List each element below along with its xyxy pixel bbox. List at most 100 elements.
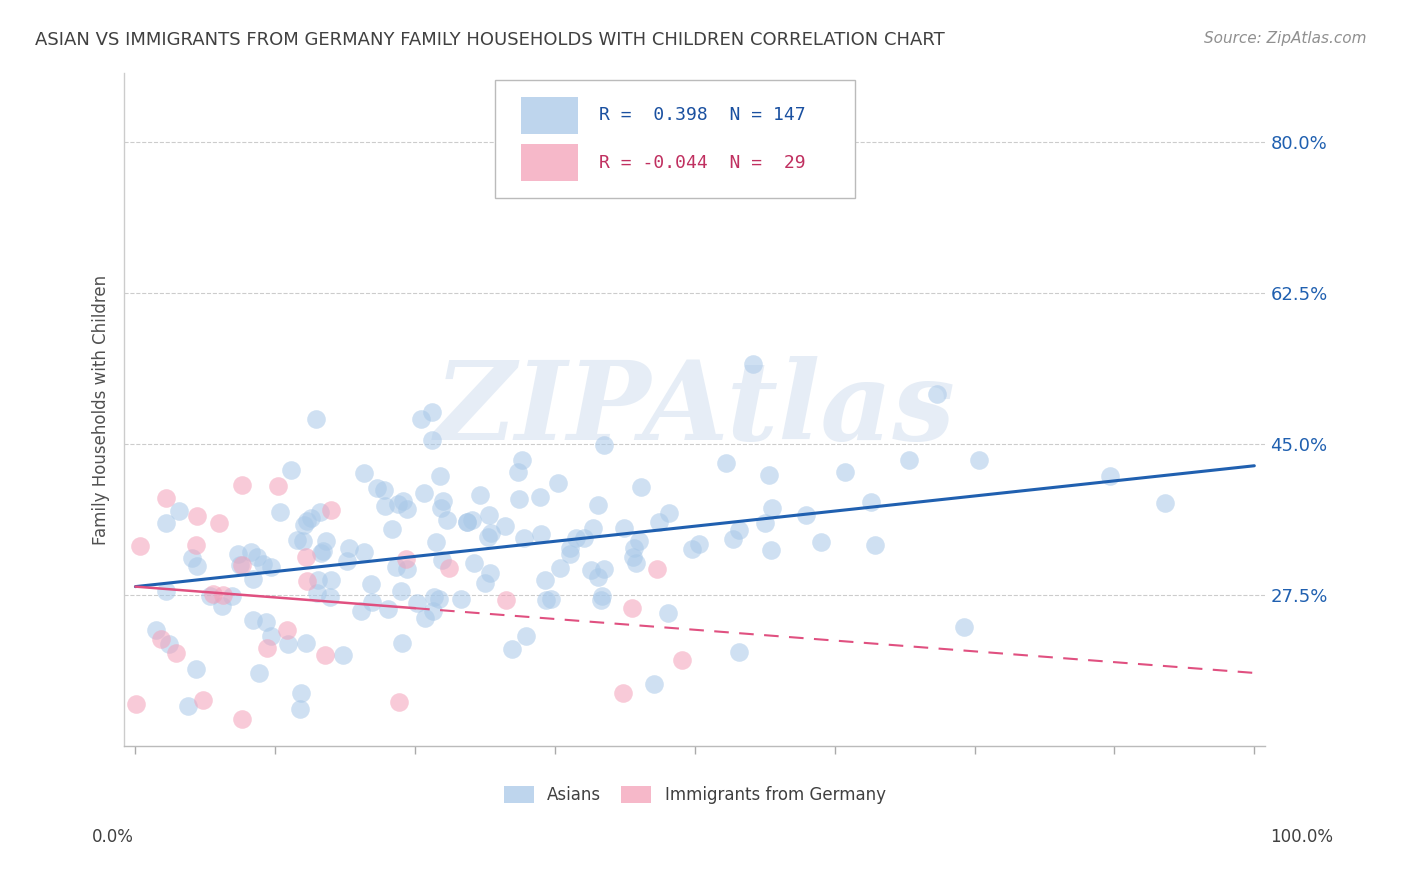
Point	[510, 453, 533, 467]
Text: R =  0.398  N = 147: R = 0.398 N = 147	[599, 106, 806, 124]
Point	[478, 508, 501, 523]
Point	[211, 588, 233, 602]
Point	[159, 637, 181, 651]
Point	[374, 500, 396, 514]
Point	[1098, 469, 1121, 483]
Point	[624, 556, 647, 570]
Point	[208, 516, 231, 531]
Point	[630, 480, 652, 494]
Text: 100.0%: 100.0%	[1270, 828, 1333, 846]
Point	[252, 557, 274, 571]
Point	[593, 562, 616, 576]
Point	[534, 574, 557, 588]
Legend: Asians, Immigrants from Germany: Asians, Immigrants from Germany	[499, 780, 891, 809]
Point	[588, 498, 610, 512]
Point	[221, 589, 243, 603]
Point	[628, 534, 651, 549]
Text: Source: ZipAtlas.com: Source: ZipAtlas.com	[1204, 31, 1367, 46]
Point	[155, 516, 177, 530]
Point	[353, 545, 375, 559]
Point	[477, 530, 499, 544]
Point	[366, 481, 388, 495]
Point	[558, 547, 581, 561]
Point	[392, 494, 415, 508]
Point	[645, 562, 668, 576]
Point	[513, 531, 536, 545]
Point	[319, 590, 342, 604]
Point	[388, 695, 411, 709]
Point	[534, 593, 557, 607]
Point	[295, 574, 318, 589]
Point	[167, 503, 190, 517]
Point	[515, 629, 537, 643]
Point	[754, 516, 776, 531]
Point	[336, 554, 359, 568]
Point	[671, 653, 693, 667]
Point	[495, 593, 517, 607]
Point	[240, 544, 263, 558]
Point	[381, 522, 404, 536]
Point	[198, 590, 221, 604]
Point	[494, 519, 516, 533]
Point	[621, 600, 644, 615]
Point	[413, 611, 436, 625]
Point	[125, 697, 148, 711]
Point	[280, 463, 302, 477]
Point	[479, 566, 502, 581]
Point	[226, 547, 249, 561]
Point	[623, 549, 645, 564]
Point	[758, 468, 780, 483]
Point	[276, 623, 298, 637]
Point	[290, 685, 312, 699]
Point	[186, 662, 208, 676]
Point	[925, 387, 948, 401]
Point	[229, 558, 252, 573]
Point	[155, 491, 177, 505]
Point	[406, 596, 429, 610]
Point	[456, 515, 478, 529]
Point	[810, 535, 832, 549]
Point	[591, 589, 613, 603]
Point	[529, 490, 551, 504]
Point	[377, 602, 399, 616]
Point	[643, 677, 665, 691]
Point	[470, 488, 492, 502]
Point	[420, 433, 443, 447]
Point	[430, 553, 453, 567]
Point	[657, 607, 679, 621]
Point	[759, 542, 782, 557]
Point	[155, 583, 177, 598]
Point	[299, 510, 322, 524]
Point	[409, 412, 432, 426]
Point	[332, 648, 354, 662]
Point	[297, 514, 319, 528]
Point	[863, 538, 886, 552]
Point	[395, 552, 418, 566]
Point	[242, 613, 264, 627]
Point	[565, 531, 588, 545]
Point	[247, 665, 270, 680]
Point	[623, 541, 645, 555]
Point	[312, 543, 335, 558]
Text: R = -0.044  N =  29: R = -0.044 N = 29	[599, 153, 806, 171]
Point	[186, 558, 208, 573]
Point	[574, 531, 596, 545]
Point	[360, 577, 382, 591]
Point	[295, 636, 318, 650]
Point	[165, 646, 187, 660]
Point	[427, 591, 450, 606]
Point	[391, 636, 413, 650]
Point	[308, 505, 330, 519]
Point	[461, 513, 484, 527]
Y-axis label: Family Households with Children: Family Households with Children	[93, 275, 110, 545]
Point	[395, 502, 418, 516]
Point	[269, 505, 291, 519]
Point	[267, 479, 290, 493]
Point	[425, 535, 447, 549]
Point	[321, 573, 343, 587]
FancyBboxPatch shape	[522, 97, 578, 134]
Point	[413, 486, 436, 500]
Point	[231, 477, 253, 491]
Point	[191, 693, 214, 707]
Point	[859, 495, 882, 509]
